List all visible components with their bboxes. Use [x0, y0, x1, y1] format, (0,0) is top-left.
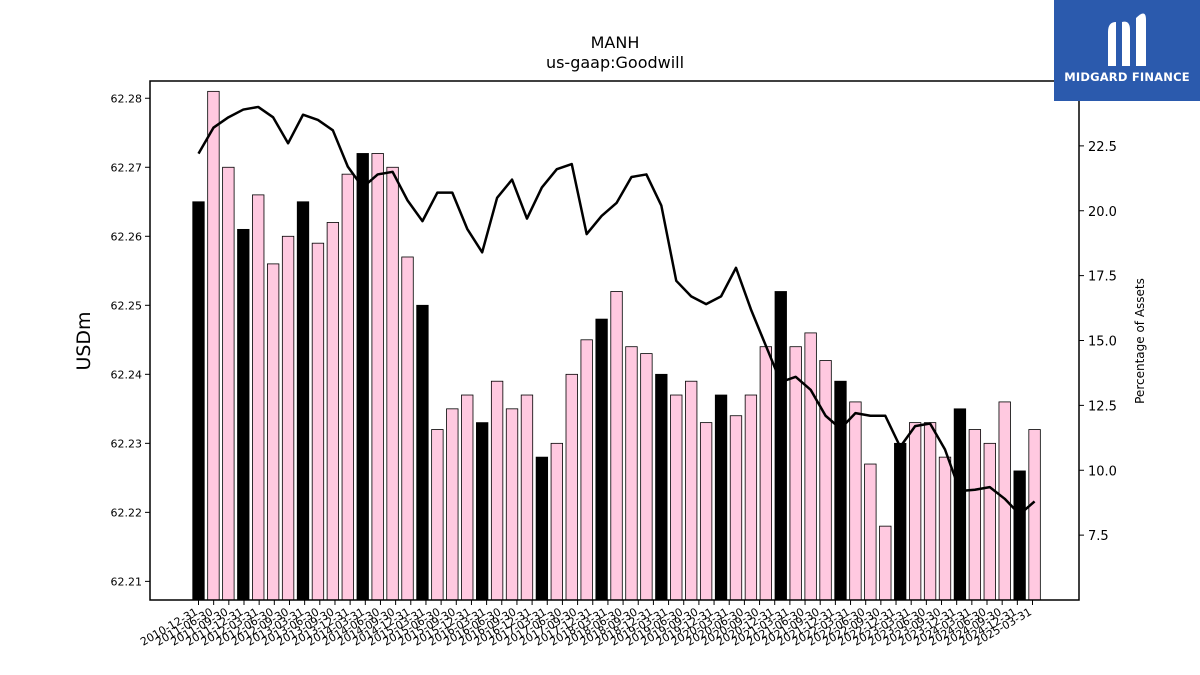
- bar: [222, 166, 235, 601]
- bar: [625, 346, 638, 601]
- bar: [386, 166, 399, 601]
- y2-axis-ticks: 7.5 10.0 12.5 15.0 17.5 20.0 22.5: [1079, 140, 1117, 544]
- midgard-finance-logo: MIDGARD FINANCE: [1054, 0, 1200, 101]
- bar: [266, 263, 280, 601]
- y-tick-label: 62.27: [111, 161, 143, 174]
- y-tick-label: 62.25: [111, 299, 143, 312]
- bar: [296, 201, 310, 601]
- line-layer: [197, 105, 1036, 516]
- bars-layer: [192, 90, 1041, 601]
- bar: [356, 153, 369, 601]
- y-tick-label: 62.22: [111, 506, 143, 519]
- y2-tick-label: 7.5: [1088, 529, 1109, 544]
- bar: [490, 380, 504, 601]
- bar: [520, 394, 534, 601]
- y-axis-ticks: 62.21 62.22 62.23 62.24 62.25 62.26 62.27 62.28: [111, 92, 150, 588]
- y2-tick-label: 15.0: [1088, 335, 1117, 350]
- bar: [535, 456, 549, 601]
- bar: [640, 353, 653, 601]
- bar: [699, 422, 713, 601]
- bar: [281, 235, 295, 601]
- bar: [371, 153, 384, 601]
- bar: [834, 380, 847, 601]
- bar: [729, 415, 743, 601]
- chart-subtitle: us-gaap:Goodwill: [546, 53, 684, 72]
- bar: [431, 429, 444, 601]
- bar: [595, 318, 608, 601]
- y-tick-label: 62.28: [111, 92, 143, 105]
- y2-axis-label: Percentage of Assets: [1133, 278, 1147, 404]
- y2-tick-label: 20.0: [1088, 205, 1117, 220]
- bar: [894, 442, 907, 601]
- bar: [237, 228, 250, 601]
- bar: [416, 304, 429, 601]
- y-tick-label: 62.21: [111, 575, 143, 588]
- bar: [864, 463, 877, 601]
- bar: [550, 442, 563, 601]
- bar: [446, 408, 459, 601]
- y2-tick-label: 12.5: [1088, 399, 1117, 414]
- x-axis-ticks: 2010-12-312011-06-302011-09-302011-12-31…: [138, 600, 1034, 649]
- bar: [1028, 429, 1041, 601]
- bar: [476, 422, 489, 601]
- bar: [655, 373, 668, 601]
- bar: [580, 339, 593, 601]
- y-tick-label: 62.26: [111, 230, 143, 243]
- y-tick-label: 62.24: [111, 368, 143, 381]
- bar: [938, 456, 952, 601]
- bar: [326, 222, 340, 601]
- bar: [744, 394, 758, 601]
- bar: [998, 401, 1011, 601]
- bar: [953, 408, 967, 601]
- y2-tick-label: 17.5: [1088, 270, 1117, 285]
- bar: [1013, 470, 1026, 601]
- bar: [401, 256, 414, 601]
- bar: [505, 408, 519, 601]
- bar: [192, 201, 205, 601]
- bar: [879, 525, 892, 601]
- plot-frame: [149, 80, 1080, 601]
- bar: [461, 394, 474, 601]
- bar: [759, 346, 772, 601]
- bar: [908, 422, 922, 601]
- y-tick-label: 62.23: [111, 437, 143, 450]
- bar: [610, 291, 623, 601]
- chart-title: MANH: [591, 33, 640, 52]
- y-axis-label: USDm: [73, 311, 95, 370]
- bar: [819, 360, 832, 601]
- bar: [849, 401, 862, 601]
- bar: [983, 442, 996, 601]
- bar: [714, 394, 728, 601]
- bar: [341, 173, 354, 601]
- y2-tick-label: 10.0: [1088, 464, 1117, 479]
- bar: [311, 242, 325, 601]
- bar: [670, 394, 683, 601]
- bar: [565, 373, 578, 601]
- bar: [923, 422, 937, 601]
- midgard-mark-icon: [1108, 13, 1146, 67]
- bar: [207, 90, 220, 601]
- bar: [789, 346, 802, 601]
- bar: [804, 332, 817, 601]
- logo-text: MIDGARD FINANCE: [1064, 70, 1190, 84]
- bar: [968, 429, 982, 601]
- y2-tick-label: 22.5: [1088, 140, 1117, 155]
- bar: [774, 291, 787, 601]
- bar: [685, 380, 698, 601]
- series-line: [197, 105, 1036, 516]
- bar: [252, 194, 265, 601]
